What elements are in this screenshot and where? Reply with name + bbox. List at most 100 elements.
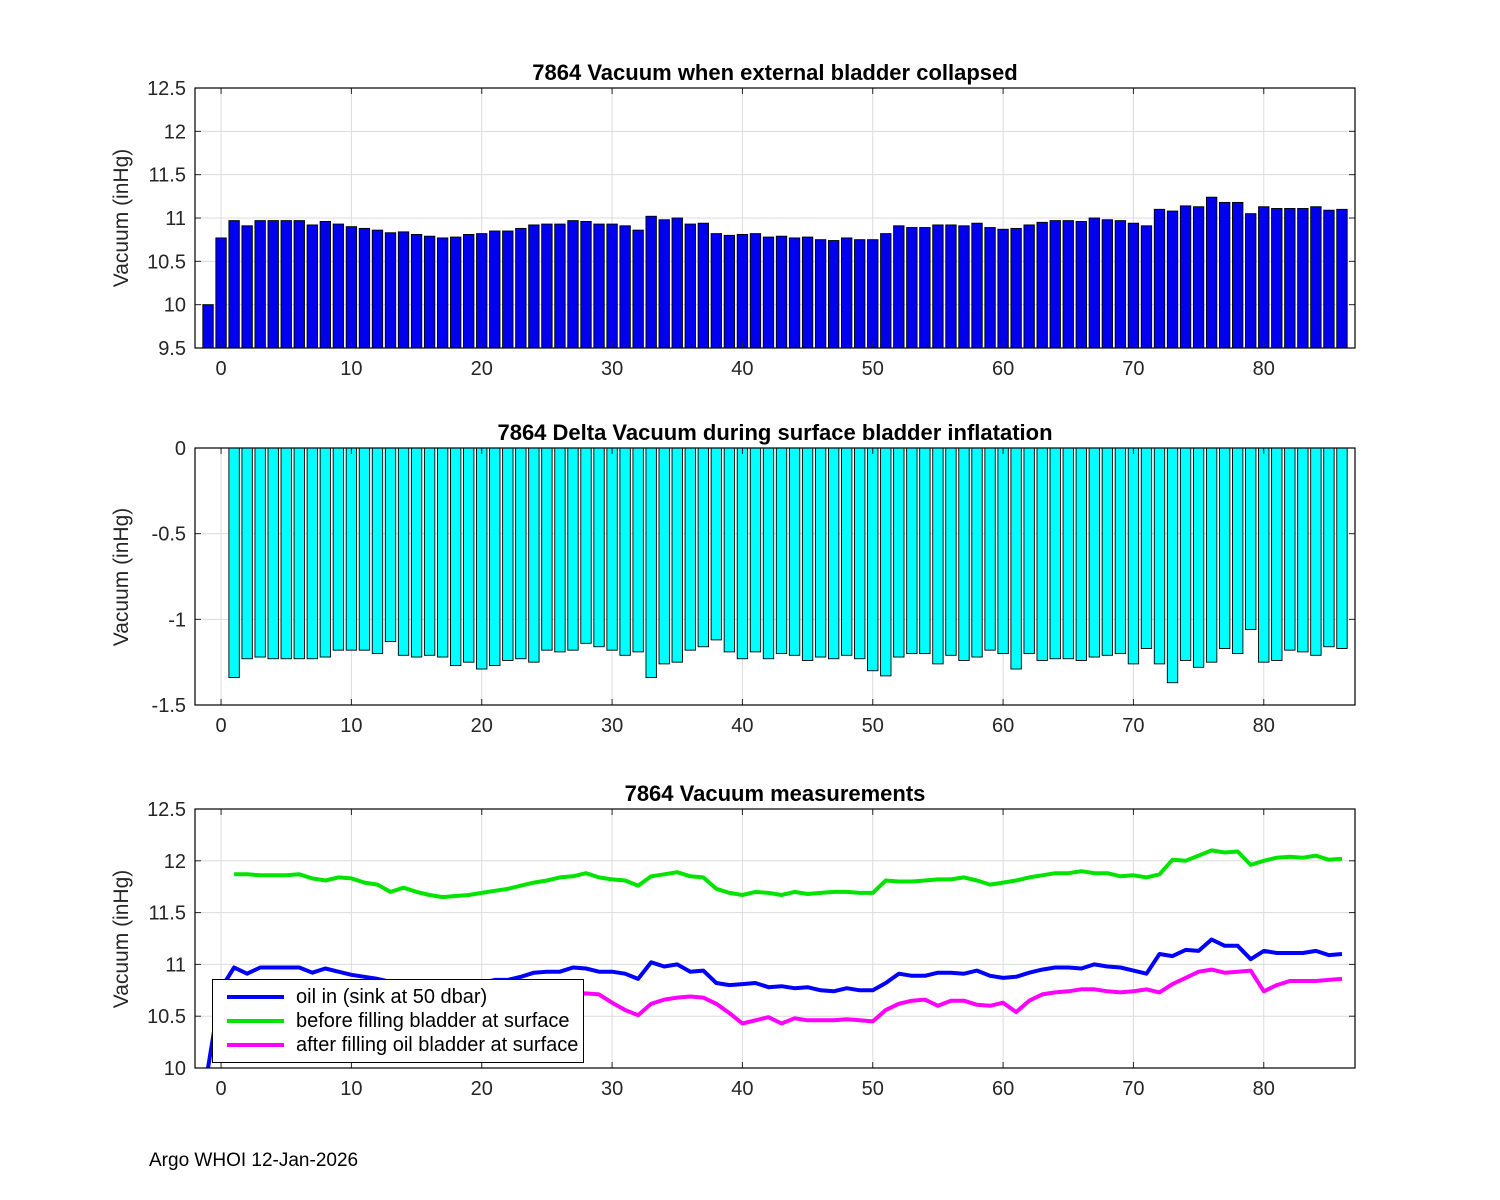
bar — [997, 447, 1009, 655]
x-tick-label: 80 — [1253, 1078, 1275, 1100]
bar — [645, 447, 657, 679]
bar — [345, 447, 358, 651]
bar — [1062, 447, 1074, 660]
bar — [515, 227, 527, 349]
bar — [749, 447, 762, 653]
x-tick-label: 60 — [992, 1078, 1014, 1100]
bar — [1232, 201, 1244, 349]
bar — [319, 221, 332, 349]
y-tick-label: 11 — [165, 208, 186, 230]
bar — [293, 220, 305, 349]
bar — [854, 447, 866, 660]
bar — [1245, 213, 1257, 349]
bar — [1062, 220, 1074, 349]
bar — [906, 227, 918, 349]
bar — [476, 233, 488, 349]
y-tick-label: 12.5 — [147, 78, 186, 100]
bar — [1153, 447, 1166, 665]
bar — [632, 229, 644, 349]
bar — [410, 447, 423, 658]
bar — [893, 225, 905, 349]
bar — [554, 223, 566, 349]
bar — [1258, 206, 1270, 349]
bar — [580, 221, 592, 349]
bar — [463, 447, 475, 663]
bar — [1088, 447, 1100, 658]
bar — [880, 447, 892, 677]
bar — [593, 223, 605, 349]
bar — [867, 239, 879, 349]
bar — [932, 447, 944, 665]
x-tick-label: 30 — [601, 715, 623, 737]
bar — [1323, 447, 1335, 648]
bar — [775, 447, 788, 655]
bar — [1205, 447, 1218, 663]
bar — [658, 447, 670, 665]
bar — [358, 227, 371, 349]
bar — [215, 237, 227, 349]
bar — [1010, 447, 1022, 670]
x-tick-label: 10 — [340, 358, 362, 380]
x-tick-label: 70 — [1122, 715, 1144, 737]
y-tick-label: -1.5 — [152, 695, 186, 717]
chart1-ylabel: Vacuum (inHg) — [110, 148, 133, 288]
bar — [254, 220, 266, 349]
bar — [1114, 447, 1127, 655]
bar — [814, 239, 827, 349]
bar — [228, 447, 240, 679]
y-tick-label: 9.5 — [158, 338, 186, 360]
figure-footer: Argo WHOI 12-Jan-2026 — [149, 1150, 359, 1171]
chart-2-plot: 0 10 20 30 40 50 60 70 80 0 -0.5 -1 -1.5 — [152, 438, 1356, 737]
bar — [1271, 447, 1283, 661]
bar — [332, 223, 345, 349]
bar — [1127, 447, 1140, 665]
bar — [267, 447, 279, 660]
x-tick-label: 50 — [862, 1078, 884, 1100]
x-tick-label: 20 — [471, 715, 493, 737]
plot-box — [194, 808, 1356, 1069]
bar — [788, 237, 801, 349]
bar — [1010, 227, 1022, 349]
bar — [684, 447, 696, 651]
bar — [567, 447, 579, 651]
bar — [1153, 208, 1166, 349]
bar — [319, 447, 332, 658]
bar — [345, 226, 358, 349]
legend-label-before-filling: before filling bladder at surface — [296, 1009, 570, 1032]
bar — [619, 447, 631, 656]
bar — [762, 447, 775, 660]
bar — [841, 447, 853, 656]
bar — [814, 447, 827, 658]
bar — [697, 222, 709, 349]
bar — [423, 235, 436, 349]
bar — [906, 447, 918, 655]
bars — [202, 196, 1348, 349]
bar — [1258, 447, 1270, 663]
bar — [606, 447, 618, 651]
y-tick-label: -0.5 — [152, 524, 186, 546]
bar — [1310, 447, 1322, 656]
plot-box — [194, 447, 1356, 706]
bar — [932, 224, 944, 349]
y-tick-label: 12 — [164, 851, 186, 873]
bar — [593, 447, 605, 648]
x-tick-label: 20 — [471, 1078, 493, 1100]
bar — [1179, 205, 1192, 349]
bar — [254, 447, 266, 658]
bar — [567, 220, 579, 349]
legend-line-swatch-magenta — [227, 1043, 284, 1047]
bar — [580, 447, 592, 644]
bar — [1114, 220, 1127, 349]
chart2-title: 7864 Delta Vacuum during surface bladder… — [497, 420, 1053, 445]
bar — [736, 234, 749, 349]
bar — [1127, 222, 1140, 349]
bar — [723, 447, 736, 653]
bar — [971, 447, 983, 658]
bar — [919, 227, 931, 349]
bar — [788, 447, 801, 656]
bar — [1284, 208, 1296, 349]
bar — [476, 447, 488, 670]
bar — [1140, 225, 1153, 349]
